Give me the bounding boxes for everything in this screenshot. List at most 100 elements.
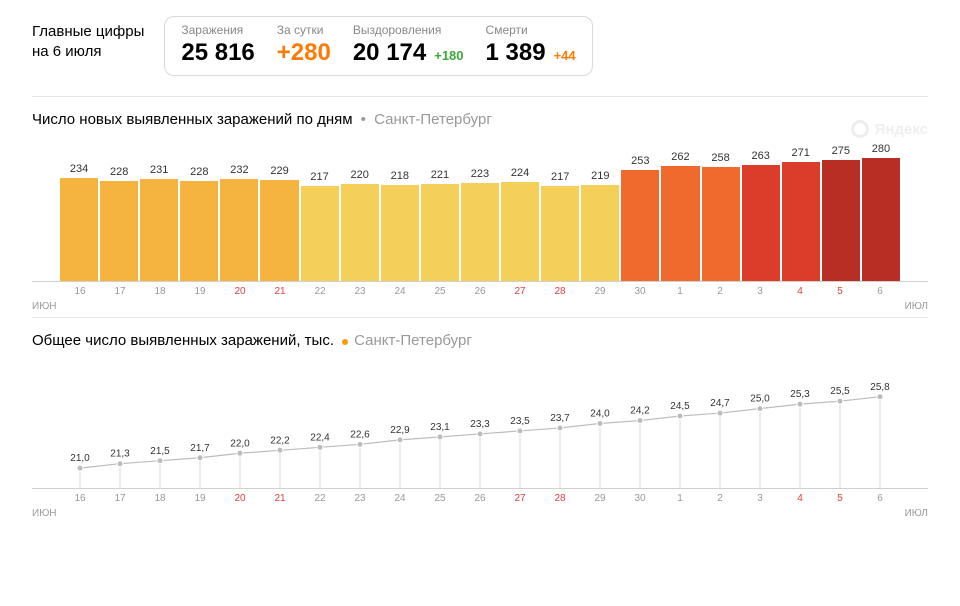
bar-slot: 229 xyxy=(260,165,298,281)
axis-tick: 30 xyxy=(620,493,660,504)
axis-tick: 5 xyxy=(820,286,860,297)
axis-tick: 24 xyxy=(380,286,420,297)
axis-tick: 3 xyxy=(740,493,780,504)
axis-tick: 28 xyxy=(540,493,580,504)
axis-tick: 4 xyxy=(780,493,820,504)
axis-tick: 19 xyxy=(180,286,220,297)
stat-value: 1 389 xyxy=(486,39,546,67)
bar-value-label: 229 xyxy=(270,165,288,177)
series-point xyxy=(517,428,523,434)
series-point xyxy=(277,447,283,453)
stat-col: За сутки +280 xyxy=(277,23,331,67)
stat-value: +280 xyxy=(277,39,331,67)
bar-slot: 271 xyxy=(782,147,820,281)
stat-label: Выздоровления xyxy=(353,23,464,37)
axis-tick: 27 xyxy=(500,493,540,504)
axis-tick: 29 xyxy=(580,286,620,297)
stat-label: Смерти xyxy=(486,23,576,37)
series-point xyxy=(797,401,803,407)
bar-slot: 280 xyxy=(862,143,900,281)
series-point xyxy=(757,406,763,412)
point-label: 24,2 xyxy=(630,406,650,417)
bar-slot: 275 xyxy=(822,145,860,281)
axis-tick: 21 xyxy=(260,493,300,504)
axis-tick: 18 xyxy=(140,493,180,504)
point-label: 25,8 xyxy=(870,382,890,393)
axis-tick: 17 xyxy=(100,493,140,504)
series-point xyxy=(357,441,363,447)
bar xyxy=(301,186,339,281)
axis-tick: 19 xyxy=(180,493,220,504)
bar xyxy=(180,181,218,281)
axis-tick: 27 xyxy=(500,286,540,297)
bar xyxy=(541,186,579,281)
bar-value-label: 217 xyxy=(310,171,328,183)
axis-tick: 16 xyxy=(60,493,100,504)
axis-tick: 29 xyxy=(580,493,620,504)
line-axis-end: ИЮЛ xyxy=(905,508,928,519)
axis-tick: 25 xyxy=(420,286,460,297)
point-label: 25,3 xyxy=(790,389,810,400)
line-chart-axis: 161718192021222324252627282930123456 xyxy=(32,493,928,504)
axis-tick: 22 xyxy=(300,493,340,504)
bar-value-label: 221 xyxy=(431,169,449,181)
bar xyxy=(782,162,820,281)
bar-slot: 231 xyxy=(140,164,178,281)
bar-slot: 224 xyxy=(501,167,539,281)
bar xyxy=(260,180,298,281)
series-point xyxy=(677,413,683,419)
line-chart-title: Общее число выявленных заражений, тыс. С… xyxy=(32,332,928,349)
stats-header: Главные цифры на 6 июля Заражения25 816З… xyxy=(32,16,928,76)
stats-title-line2: на 6 июля xyxy=(32,42,144,62)
bar-value-label: 275 xyxy=(832,145,850,157)
bar xyxy=(822,160,860,281)
series-point xyxy=(837,398,843,404)
bar-slot: 232 xyxy=(220,164,258,281)
point-label: 24,5 xyxy=(670,401,690,412)
point-label: 21,5 xyxy=(150,446,170,457)
series-point xyxy=(717,410,723,416)
axis-tick: 18 xyxy=(140,286,180,297)
series-point xyxy=(197,455,203,461)
stat-col: Заражения25 816 xyxy=(181,23,254,67)
axis-tick: 1 xyxy=(660,493,700,504)
stat-label: За сутки xyxy=(277,23,331,37)
stats-title-line1: Главные цифры xyxy=(32,22,144,42)
axis-tick: 26 xyxy=(460,286,500,297)
bar-value-label: 234 xyxy=(70,163,88,175)
axis-tick: 6 xyxy=(860,286,900,297)
bar-value-label: 219 xyxy=(591,170,609,182)
bar-slot: 221 xyxy=(421,169,459,281)
series-point xyxy=(397,437,403,443)
bar-slot: 262 xyxy=(661,151,699,281)
stat-col: Выздоровления20 174+180 xyxy=(353,23,464,67)
bar-value-label: 220 xyxy=(351,169,369,181)
divider xyxy=(32,317,928,318)
point-label: 23,1 xyxy=(430,422,450,433)
stat-col: Смерти 1 389 +44 xyxy=(486,23,576,67)
bar-slot: 234 xyxy=(60,163,98,281)
point-label: 21,7 xyxy=(190,443,210,454)
series-point xyxy=(317,444,323,450)
axis-tick: 17 xyxy=(100,286,140,297)
bar xyxy=(220,179,258,281)
axis-tick: 30 xyxy=(620,286,660,297)
bar-slot: 217 xyxy=(301,171,339,281)
axis-tick: 28 xyxy=(540,286,580,297)
line-chart-region: Санкт-Петербург xyxy=(342,332,472,349)
bar-value-label: 232 xyxy=(230,164,248,176)
bar xyxy=(140,179,178,281)
bar-value-label: 280 xyxy=(872,143,890,155)
point-label: 24,7 xyxy=(710,398,730,409)
point-label: 22,2 xyxy=(270,435,290,446)
stats-box: Заражения25 816 За сутки +280 Выздоровления… xyxy=(164,16,592,76)
series-point xyxy=(437,434,443,440)
point-label: 23,5 xyxy=(510,416,530,427)
bar xyxy=(862,158,900,281)
point-label: 23,7 xyxy=(550,413,570,424)
point-label: 23,3 xyxy=(470,419,490,430)
stat-delta: +44 xyxy=(554,48,576,63)
axis-tick: 26 xyxy=(460,493,500,504)
bar xyxy=(501,182,539,281)
axis-tick: 25 xyxy=(420,493,460,504)
